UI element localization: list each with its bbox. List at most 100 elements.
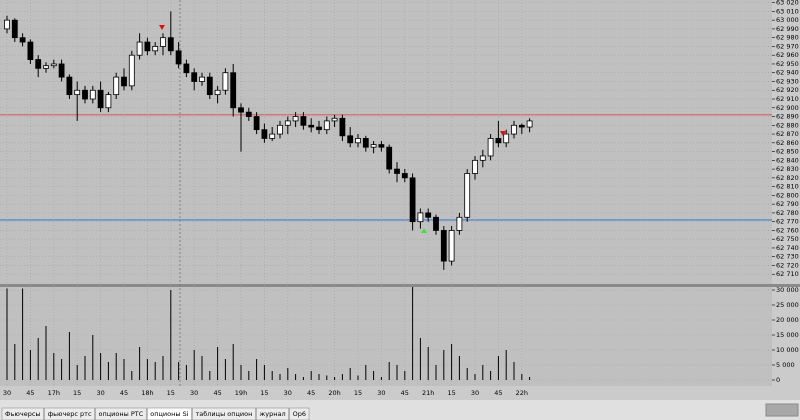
volume-bar [232,344,234,380]
y-tick-label: 62 790 [776,200,799,208]
tab-frame [289,407,310,420]
candle-body [386,146,393,170]
candle-body [253,116,260,131]
volume-bar [162,356,164,380]
y-tick-label: 62 980 [776,34,799,42]
y-tick-label: 62 730 [776,253,799,261]
volume-bar [466,368,468,380]
candle-body [503,133,510,144]
x-tick-label: 17h [48,389,60,397]
y-tick-label: 10 000 [776,346,799,354]
candle-body [378,144,385,148]
scrollbar[interactable] [765,403,799,417]
volume-bar [521,374,523,380]
volume-bar [497,356,499,380]
tab[interactable]: Фьючерсы [1,407,44,420]
y-tick-label: 25 000 [776,301,799,309]
x-tick-label: 21h [422,389,434,397]
candle-body [495,138,502,144]
candle-body [409,177,416,223]
candle-body [50,63,57,67]
candle-body [199,76,205,82]
x-tick-label: 30 [377,389,385,397]
candle-body [206,76,213,96]
candle-body [245,111,252,117]
y-tick-label: 62 770 [776,218,799,226]
tab[interactable]: опционы РТС [95,407,147,420]
candle-body [58,63,65,78]
x-tick-label: 45 [26,389,34,397]
candle-body [440,230,447,262]
tab[interactable]: журнал [256,407,289,420]
volume-bar [139,347,141,380]
volume-bar [295,374,297,380]
volume-bar [45,326,47,380]
y-tick-label: 62 920 [776,86,799,94]
x-tick-label: 30 [284,389,292,397]
volume-bar [53,353,55,380]
volume-bar [357,375,359,380]
tab[interactable]: опционы Si [146,407,192,420]
volume-bar [419,338,421,380]
y-tick-label: 62 970 [776,42,799,50]
candle-body [456,216,463,231]
volume-bar [154,362,156,380]
y-tick-label: 62 910 [776,95,799,103]
volume-bar [380,377,382,380]
x-tick-label: 15 [167,389,175,397]
y-tick-label: 63 020 [776,0,799,7]
buy-signal [421,228,427,233]
candle-body [292,116,299,122]
x-tick-label: 45 [401,389,409,397]
candle-body [331,117,338,122]
tab-label: Ор6 [293,410,306,418]
y-tick-label: 15 000 [776,331,799,339]
tab-label: фьючерс ртс [48,410,92,418]
candle-body [277,124,283,135]
y-tick-label: 62 860 [776,139,799,147]
candle-body [284,120,291,126]
volume-bar [302,377,304,380]
tab[interactable]: фьючерс ртс [44,407,95,420]
y-tick-label: 62 840 [776,156,799,164]
volume-bar [279,374,281,380]
y-tick-label: 62 800 [776,191,799,199]
y-tick-label: 62 740 [776,244,799,252]
candle-body [238,107,244,113]
volume-bar [404,371,406,380]
candle-body [401,173,408,179]
x-tick-label: 15 [447,389,455,397]
volume-bar [263,365,265,380]
volume-bar [373,371,375,380]
volume-bar [412,287,414,380]
candle-body [27,41,34,60]
volume-bar [271,371,273,380]
y-tick-label: 62 850 [776,148,799,156]
volume-bar [6,288,8,380]
volume-bar [107,362,109,380]
tab[interactable]: таблицы опцион [192,407,256,420]
tab[interactable]: Ор6 [289,407,310,420]
volume-bar [22,288,24,380]
y-tick-label: 62 830 [776,165,799,173]
candle-body [152,46,159,52]
tab-label: таблицы опцион [196,410,253,418]
x-tick-label: 45 [120,389,128,397]
candle-body [448,230,455,262]
x-tick-label: 20h [328,389,340,397]
y-tick-label: 62 780 [776,209,799,217]
candle-body [347,135,354,144]
candle-body [417,212,424,223]
candle-body [308,124,315,128]
y-tick-label: 62 710 [776,270,799,278]
candle-body [230,72,237,109]
candle-body [121,76,127,87]
volume-bar [146,359,148,380]
candle-body [472,159,478,174]
volume-bar [341,374,343,380]
panel-separator [0,284,800,287]
y-tick-label: 62 870 [776,130,799,138]
x-tick-label: 45 [494,389,502,397]
volume-bar [209,371,211,380]
